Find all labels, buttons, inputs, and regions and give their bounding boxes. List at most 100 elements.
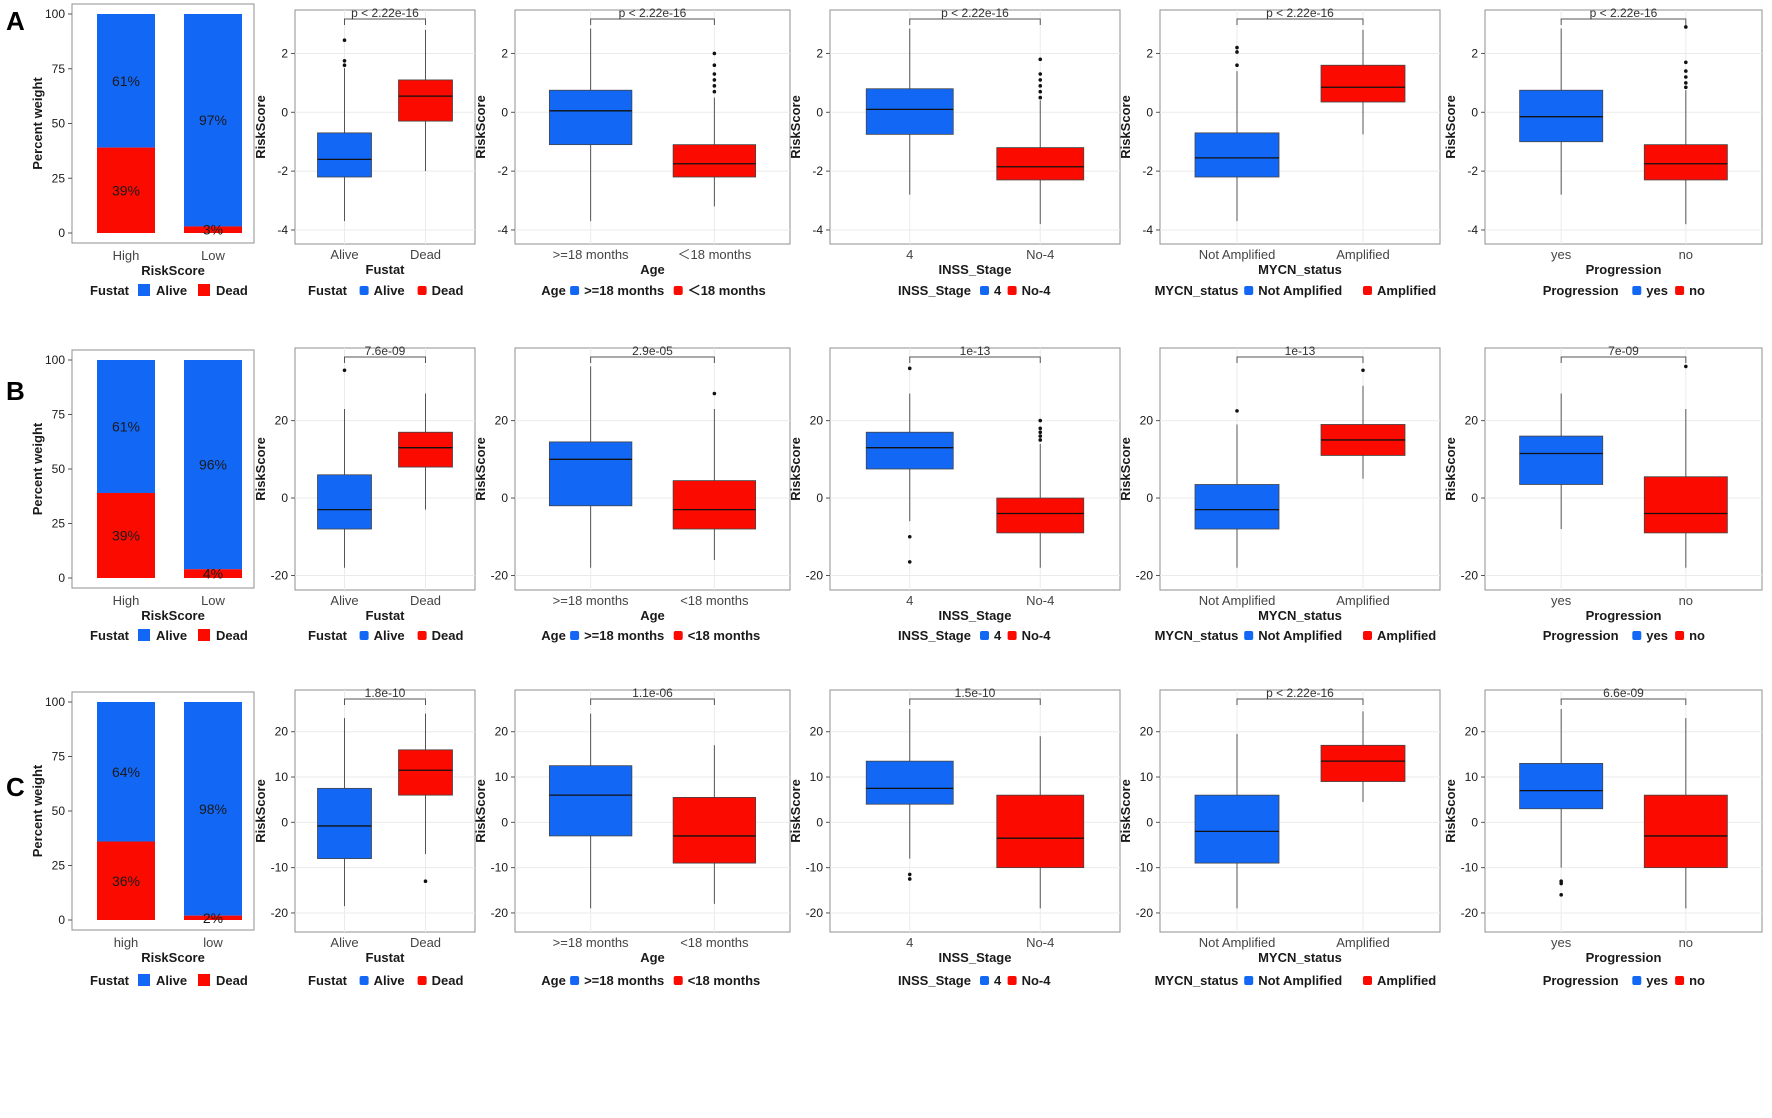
box — [1320, 64, 1406, 103]
outlier-point — [1038, 418, 1043, 423]
y-tick-label: 20 — [495, 414, 509, 428]
y-tick-label: 75 — [52, 750, 66, 764]
p-value-label: 1e-13 — [1285, 344, 1316, 358]
y-tick-label: -20 — [806, 906, 824, 920]
y-tick-label: -4 — [497, 223, 508, 237]
legend-title: Fustat — [308, 973, 348, 988]
y-tick-label: -2 — [1142, 164, 1153, 178]
outlier-point — [1684, 69, 1688, 73]
box — [1643, 144, 1728, 181]
y-tick-label: -2 — [812, 164, 823, 178]
y-tick-label: -20 — [271, 906, 289, 920]
y-tick-label: 20 — [495, 725, 509, 739]
outlier-point — [907, 877, 912, 881]
y-tick-label: 20 — [275, 725, 289, 739]
legend-item: Amplified — [1377, 283, 1436, 298]
box — [996, 497, 1085, 534]
box — [672, 797, 757, 864]
x-axis-title: Age — [640, 950, 665, 965]
y-axis-title: RiskScore — [1443, 779, 1458, 843]
outlier-point — [712, 63, 717, 68]
legend-item: yes — [1646, 628, 1668, 643]
y-axis-title: RiskScore — [253, 779, 268, 843]
y-tick-label: -10 — [271, 861, 289, 875]
outlier-point — [1361, 368, 1365, 373]
y-tick-label: -4 — [812, 223, 823, 237]
y-axis-title: RiskScore — [788, 437, 803, 501]
bar-segment-alive — [97, 360, 155, 493]
significance-bracket — [1560, 698, 1687, 705]
p-value-label: p < 2.22e-16 — [1590, 6, 1658, 20]
bar-segment-alive — [97, 14, 155, 148]
y-tick-label: 0 — [1146, 105, 1153, 119]
box — [1519, 89, 1604, 143]
x-axis-title: MYCN_status — [1258, 608, 1342, 623]
y-tick-label: 0 — [501, 105, 508, 119]
y-tick-label: 20 — [1140, 725, 1154, 739]
significance-bracket — [344, 18, 426, 25]
y-tick-label: 0 — [816, 815, 823, 829]
panel-label: A — [6, 6, 25, 36]
legend-key-alive — [138, 974, 150, 986]
y-axis-title: Percent weight — [30, 764, 45, 857]
outlier-point — [1038, 78, 1043, 82]
x-tick-label: Amplified — [1336, 935, 1389, 950]
legend-title: INSS_Stage — [898, 283, 971, 298]
box — [398, 431, 453, 468]
legend-item: No-4 — [1022, 628, 1052, 643]
legend-item: Dead — [216, 283, 248, 298]
y-tick-label: 25 — [52, 517, 66, 531]
x-axis-title: Fustat — [366, 950, 406, 965]
x-tick-label: Alive — [330, 247, 358, 262]
legend-key — [673, 631, 683, 640]
bar-data-label: 64% — [112, 764, 140, 780]
legend-item: Dead — [432, 283, 464, 298]
y-tick-label: 0 — [1146, 491, 1153, 505]
outlier-point — [1038, 84, 1043, 88]
legend-key — [1675, 286, 1685, 295]
outlier-point — [712, 72, 717, 76]
box — [1643, 794, 1728, 869]
legend-item: Not Amplified — [1258, 973, 1342, 988]
x-tick-label: No-4 — [1026, 247, 1054, 262]
y-tick-label: 20 — [1140, 414, 1154, 428]
legend-item: yes — [1646, 973, 1668, 988]
legend-key — [417, 286, 427, 295]
p-value-label: p < 2.22e-16 — [351, 6, 419, 20]
significance-bracket — [344, 698, 426, 705]
y-tick-label: 0 — [281, 815, 288, 829]
y-axis-title: RiskScore — [253, 95, 268, 159]
x-tick-label: Not Amplified — [1199, 593, 1276, 608]
legend-title: Age — [541, 973, 566, 988]
legend-key — [1007, 976, 1017, 985]
boxplot-fustat: -20 0 20 Alive Dead 7.6e-09 Fustat RiskScore Fus… — [253, 344, 476, 643]
y-axis-title: Percent weight — [30, 77, 45, 170]
legend-title: INSS_Stage — [898, 973, 971, 988]
x-tick-label: Dead — [410, 935, 441, 950]
y-tick-label: -20 — [1136, 568, 1154, 582]
legend-title: Age — [541, 283, 566, 298]
outlier-point — [907, 534, 912, 539]
x-tick-label: >=18 months — [553, 247, 629, 262]
y-tick-label: -20 — [1136, 906, 1154, 920]
legend-item: >=18 months — [584, 973, 664, 988]
legend-key — [1632, 976, 1642, 985]
legend-title: MYCN_status — [1155, 973, 1239, 988]
significance-bracket — [909, 356, 1041, 363]
y-tick-label: 25 — [52, 859, 66, 873]
boxplot-inss-stage: -4 -2 0 2 4 No-4 p < 2.22e-16 INSS_Stage RiskSco… — [788, 6, 1121, 298]
plot-frame — [514, 347, 791, 591]
outlier-point — [712, 89, 717, 94]
legend-key-alive — [138, 629, 150, 641]
outlier-point — [423, 879, 428, 884]
legend-key — [1007, 631, 1017, 640]
x-tick-label: Dead — [410, 593, 441, 608]
p-value-label: p < 2.22e-16 — [619, 6, 687, 20]
y-tick-label: 75 — [52, 408, 66, 422]
y-tick-label: -4 — [277, 223, 288, 237]
x-tick-label: High — [113, 593, 140, 608]
plot-frame — [1159, 9, 1441, 245]
outlier-point — [1684, 75, 1688, 79]
legend-item: <18 months — [688, 973, 761, 988]
